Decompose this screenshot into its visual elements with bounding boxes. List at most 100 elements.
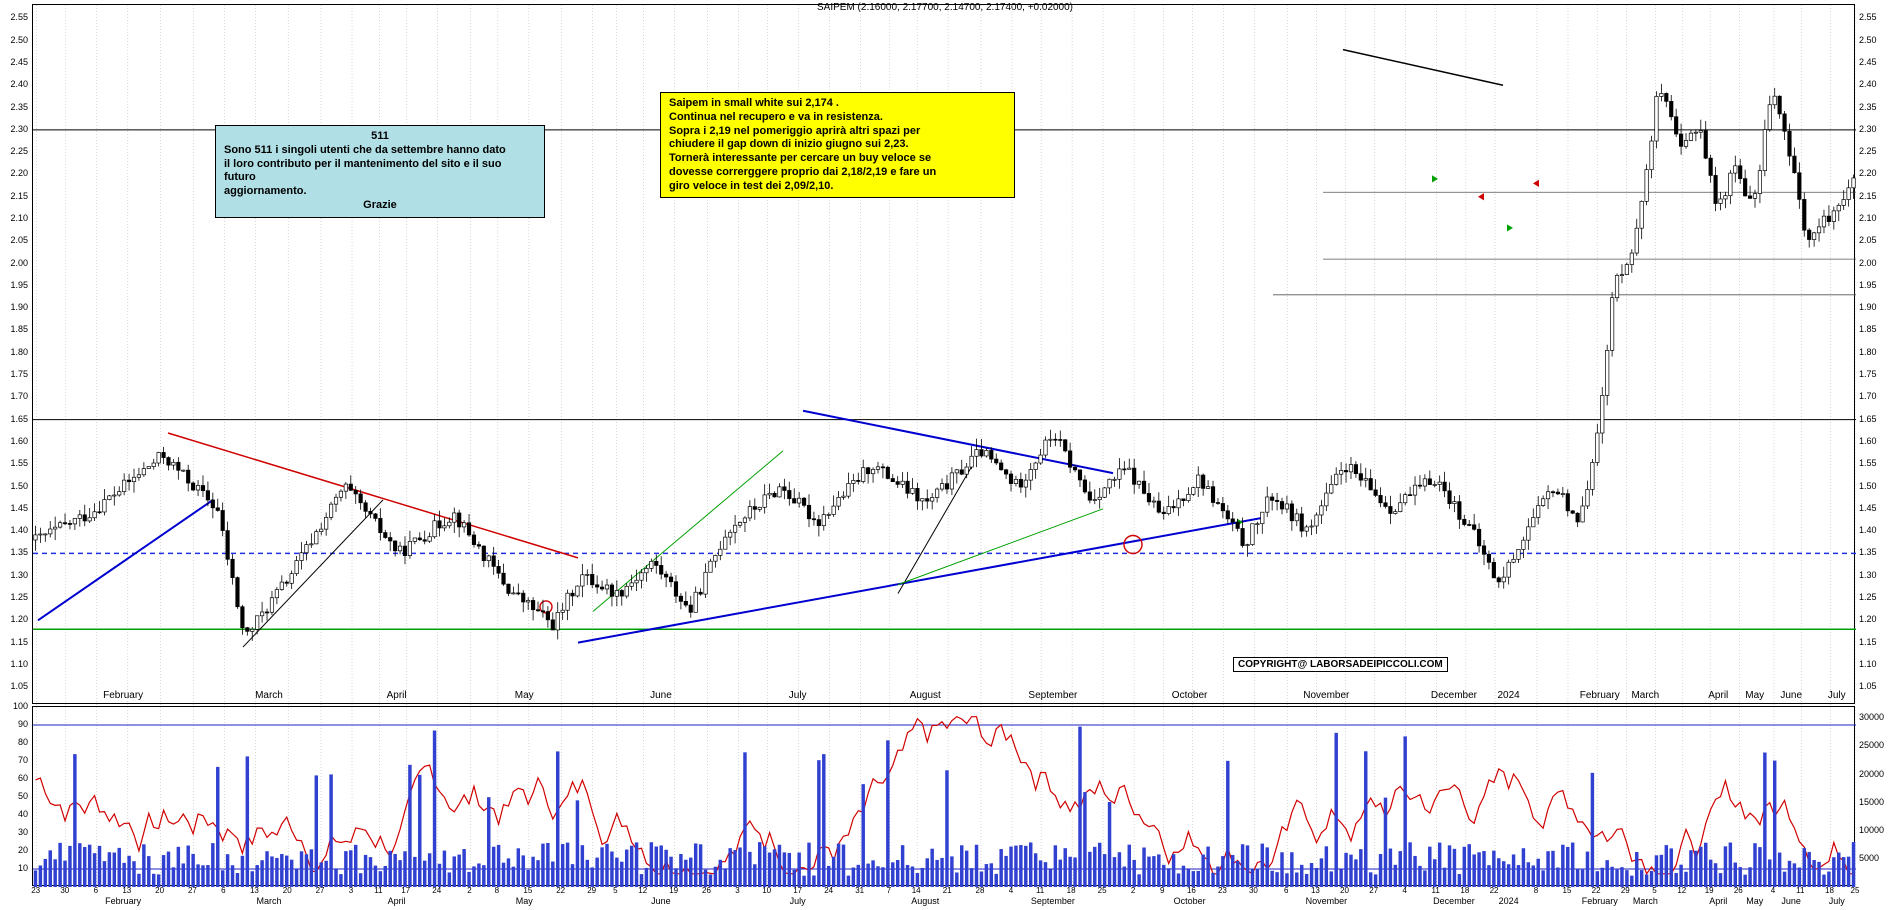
x-month-label-main: February: [103, 690, 143, 701]
x-month-label-main: December: [1431, 690, 1477, 701]
y-tick: 2.35: [10, 102, 28, 112]
y-tick: 2.35: [1859, 102, 1877, 112]
y-tick: 1.95: [10, 280, 28, 290]
y-tick: 1.25: [1859, 592, 1877, 602]
y-tick: 2.20: [10, 168, 28, 178]
y-tick: 15000: [1859, 797, 1884, 807]
y-tick: 2.25: [10, 146, 28, 156]
y-tick: 1.90: [1859, 302, 1877, 312]
copyright-label: COPYRIGHT@ LABORSADEIPICCOLI.COM: [1233, 657, 1448, 672]
x-month-label: July: [790, 896, 806, 910]
x-month-label: November: [1306, 896, 1348, 910]
x-month-label-main: 2024: [1498, 690, 1520, 701]
y-tick: 1.65: [1859, 414, 1877, 424]
x-month-label-main: July: [789, 690, 807, 701]
y-tick: 2.30: [1859, 124, 1877, 134]
y-tick: 1.45: [1859, 503, 1877, 513]
y-tick: 1.20: [10, 614, 28, 624]
x-month-label: July: [1829, 896, 1845, 910]
note-line: dovesse correrggere proprio dai 2,18/2,1…: [669, 166, 1006, 180]
x-month-label: June: [651, 896, 671, 910]
y-tick: 2.30: [10, 124, 28, 134]
x-month-label: October: [1174, 896, 1206, 910]
y-tick: 2.25: [1859, 146, 1877, 156]
x-month-label: December: [1433, 896, 1475, 910]
y-tick: 2.55: [10, 12, 28, 22]
y-tick: 40: [18, 809, 28, 819]
y-tick: 2.45: [10, 57, 28, 67]
x-month-label-main: November: [1303, 690, 1349, 701]
y-tick: 1.10: [10, 659, 28, 669]
y-tick: 2.05: [1859, 235, 1877, 245]
x-month-label: June: [1781, 896, 1801, 910]
y-tick: 10: [18, 863, 28, 873]
x-month-label: May: [1746, 896, 1763, 910]
x-month-label-main: May: [1745, 690, 1764, 701]
note-line: Tornerà interessante per cercare un buy …: [669, 152, 1006, 166]
note-line: Grazie: [224, 199, 536, 213]
y-tick: 2.00: [10, 258, 28, 268]
y-tick: 20: [18, 845, 28, 855]
y-tick: 25000: [1859, 740, 1884, 750]
x-month-label: February: [105, 896, 141, 910]
y-tick: 2.00: [1859, 258, 1877, 268]
y-tick: 1.40: [1859, 525, 1877, 535]
note-line: Continua nel recupero e va in resistenza…: [669, 111, 1006, 125]
y-tick: 1.30: [10, 570, 28, 580]
note-line: 511: [224, 130, 536, 144]
y-tick: 1.85: [10, 324, 28, 334]
x-month-label-main: July: [1828, 690, 1846, 701]
info-box-cyan: 511Sono 511 i singoli utenti che da sett…: [215, 125, 545, 218]
note-line: chiudere il gap down di inizio giugno su…: [669, 138, 1006, 152]
sub-indicator-chart: [32, 706, 1855, 886]
y-tick: 1.25: [10, 592, 28, 602]
x-month-label-main: April: [1708, 690, 1728, 701]
y-tick: 10000: [1859, 825, 1884, 835]
note-line: il loro contributo per il mantenimento d…: [224, 158, 536, 186]
x-month-label-main: June: [650, 690, 672, 701]
y-tick: 1.55: [10, 458, 28, 468]
y-tick: 1.10: [1859, 659, 1877, 669]
y-tick: 1.50: [1859, 481, 1877, 491]
y-tick: 1.35: [1859, 547, 1877, 557]
y-tick: 1.55: [1859, 458, 1877, 468]
y-tick: 1.60: [10, 436, 28, 446]
y-tick: 90: [18, 719, 28, 729]
y-tick: 1.45: [10, 503, 28, 513]
y-tick: 1.85: [1859, 324, 1877, 334]
y-tick: 2.10: [1859, 213, 1877, 223]
y-tick: 1.80: [1859, 347, 1877, 357]
x-month-label-main: August: [910, 690, 941, 701]
note-line: giro veloce in test dei 2,09/2,10.: [669, 180, 1006, 194]
y-tick: 1.50: [10, 481, 28, 491]
x-month-label: May: [516, 896, 533, 910]
note-line: Sono 511 i singoli utenti che da settemb…: [224, 144, 536, 158]
y-tick: 1.15: [10, 637, 28, 647]
x-month-label-main: September: [1028, 690, 1077, 701]
y-tick: 2.15: [1859, 191, 1877, 201]
x-month-label-main: February: [1580, 690, 1620, 701]
y-tick: 30000: [1859, 712, 1884, 722]
x-month-label: March: [256, 896, 281, 910]
y-tick: 1.15: [1859, 637, 1877, 647]
y-tick: 1.90: [10, 302, 28, 312]
y-tick: 2.50: [1859, 35, 1877, 45]
y-tick: 2.15: [10, 191, 28, 201]
x-month-label: April: [1709, 896, 1727, 910]
y-tick: 100: [13, 701, 28, 711]
y-tick: 80: [18, 737, 28, 747]
y-tick: 2.05: [10, 235, 28, 245]
y-tick: 1.35: [10, 547, 28, 557]
x-month-label: August: [911, 896, 939, 910]
y-tick: 2.40: [10, 79, 28, 89]
y-tick: 5000: [1859, 853, 1879, 863]
x-month-label: September: [1031, 896, 1075, 910]
y-tick: 1.40: [10, 525, 28, 535]
x-month-label-main: March: [255, 690, 283, 701]
y-tick: 2.10: [10, 213, 28, 223]
x-month-label: April: [388, 896, 406, 910]
y-tick: 2.40: [1859, 79, 1877, 89]
x-month-label-main: June: [1780, 690, 1802, 701]
y-tick: 1.30: [1859, 570, 1877, 580]
y-tick: 1.75: [1859, 369, 1877, 379]
